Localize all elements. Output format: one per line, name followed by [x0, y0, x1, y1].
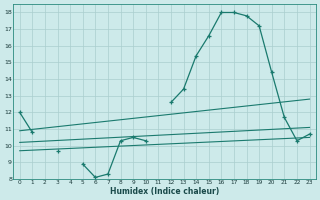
X-axis label: Humidex (Indice chaleur): Humidex (Indice chaleur): [110, 187, 219, 196]
